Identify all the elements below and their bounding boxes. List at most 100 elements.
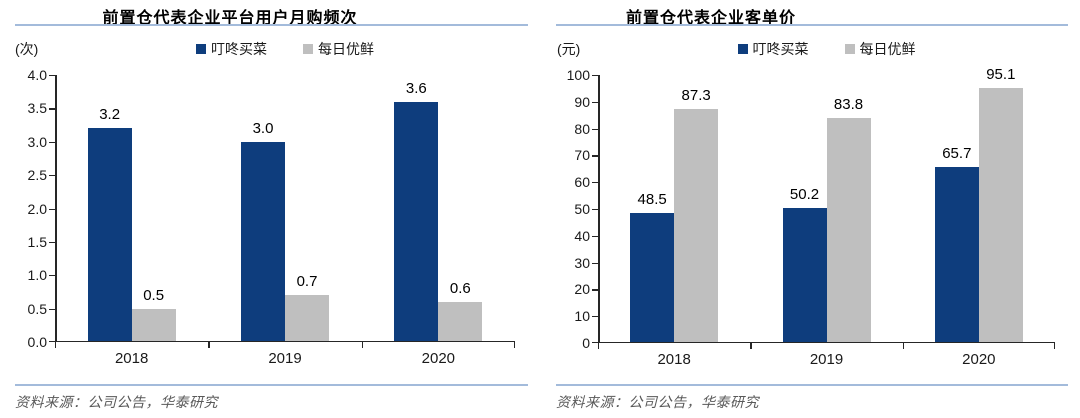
y-tick (592, 155, 598, 157)
y-tick (49, 275, 55, 277)
bar-value-label: 65.7 (942, 144, 972, 162)
plot-area: 100 90 80 70 60 50 40 30 20 10 0 48.5 87.3 2018 50.2 83… (567, 66, 1056, 368)
x-tick (55, 342, 57, 348)
bar (241, 141, 285, 341)
y-axis-unit-label: (元) (557, 41, 581, 57)
y-tick (49, 108, 55, 110)
bar-value-label: 0.6 (449, 279, 471, 297)
y-axis-unit-label: (次) (15, 41, 39, 57)
bar-value-label: 95.1 (986, 66, 1016, 84)
x-category-label: 2018 (114, 350, 149, 367)
bar (630, 213, 675, 342)
x-category-label: 2020 (962, 351, 996, 368)
y-tick-label: 2.0 (27, 200, 47, 217)
legend-swatch (737, 44, 748, 54)
x-tick (208, 342, 210, 348)
legend: 叮咚买菜 每日优鲜 (55, 40, 515, 58)
bar (131, 308, 176, 341)
y-tick (592, 235, 598, 237)
legend-swatch (303, 44, 313, 54)
bar (782, 208, 827, 342)
legend-item: 叮咚买菜 (196, 39, 267, 59)
y-tick-label: 10 (574, 308, 590, 325)
legend-label: 每日优鲜 (859, 41, 916, 57)
y-tick-label: 70 (574, 147, 590, 164)
x-category-label: 2019 (809, 351, 844, 368)
y-tick (49, 341, 55, 343)
y-tick (592, 262, 598, 264)
y-tick-label: 30 (574, 254, 590, 271)
x-axis-line (598, 341, 1055, 343)
y-tick (592, 128, 598, 130)
bar-value-label: 50.2 (789, 186, 820, 204)
source-note: 资料来源：公司公告，华泰研究 (556, 396, 759, 411)
legend-swatch (844, 44, 855, 54)
title-underline (556, 24, 1068, 26)
y-tick-label: 0.5 (27, 300, 47, 317)
footer-divider (15, 384, 528, 386)
y-tick (49, 75, 55, 77)
y-tick (49, 241, 55, 244)
title-underline (15, 24, 528, 26)
bar (826, 118, 871, 342)
y-tick-label: 0 (582, 335, 590, 351)
y-tick-label: 20 (574, 281, 590, 298)
y-tick-label: 90 (574, 93, 590, 110)
y-tick (592, 182, 598, 184)
y-tick (592, 289, 598, 291)
bar (285, 295, 329, 341)
bar-value-label: 3.2 (99, 106, 121, 124)
y-tick (49, 308, 55, 310)
y-tick-label: 1.5 (27, 233, 47, 250)
y-tick (49, 141, 55, 143)
x-tick (514, 342, 516, 348)
bar (674, 109, 719, 342)
legend-label: 每日优鲜 (318, 41, 374, 57)
bar-value-label: 0.7 (296, 273, 318, 291)
bar (394, 101, 439, 341)
y-tick (592, 209, 598, 211)
x-axis-line (55, 340, 515, 342)
chart-title: 前置仓代表企业平台用户月购频次 (102, 10, 358, 27)
footer-divider (556, 384, 1068, 386)
y-tick-label: 50 (574, 201, 590, 217)
y-axis-line (55, 75, 57, 342)
legend-item: 每日优鲜 (303, 39, 374, 59)
bar (438, 301, 483, 341)
legend-item: 叮咚买菜 (737, 39, 809, 59)
y-tick-label: 60 (574, 174, 590, 191)
y-tick-label: 3.0 (27, 133, 47, 150)
bar-value-label: 87.3 (681, 87, 711, 105)
y-tick (49, 208, 55, 210)
y-tick (592, 316, 598, 318)
x-tick (1054, 343, 1056, 349)
x-category-label: 2019 (268, 350, 302, 367)
y-tick-label: 1.0 (27, 267, 47, 284)
y-tick (592, 342, 598, 344)
y-tick (49, 175, 55, 177)
y-tick-label: 3.5 (27, 100, 47, 117)
chart-title: 前置仓代表企业客单价 (625, 10, 796, 27)
y-tick (592, 75, 598, 77)
x-category-label: 2020 (421, 350, 456, 367)
y-tick-label: 2.5 (27, 167, 47, 184)
plot-area: 4.0 3.5 3.0 2.5 2.0 1.5 1.0 0.5 0.0 3.2 0.5 2018 3.0… (28, 67, 516, 367)
legend-item: 每日优鲜 (844, 39, 916, 59)
source-note: 资料来源：公司公告，华泰研究 (15, 396, 218, 411)
bar-value-label: 3.6 (405, 79, 427, 97)
bar-value-label: 3.0 (252, 119, 274, 137)
x-category-label: 2018 (657, 351, 691, 368)
bar (978, 88, 1023, 342)
y-axis-line (598, 75, 600, 343)
y-tick-label: 80 (574, 120, 590, 137)
x-tick (902, 343, 904, 349)
bar-value-label: 83.8 (833, 96, 864, 114)
bar (87, 128, 132, 341)
x-tick (361, 342, 363, 348)
legend-label: 叮咚买菜 (752, 41, 809, 57)
bar (934, 166, 979, 342)
y-tick (592, 101, 598, 103)
legend-swatch (196, 44, 206, 54)
legend: 叮咚买菜 每日优鲜 (598, 40, 1055, 58)
